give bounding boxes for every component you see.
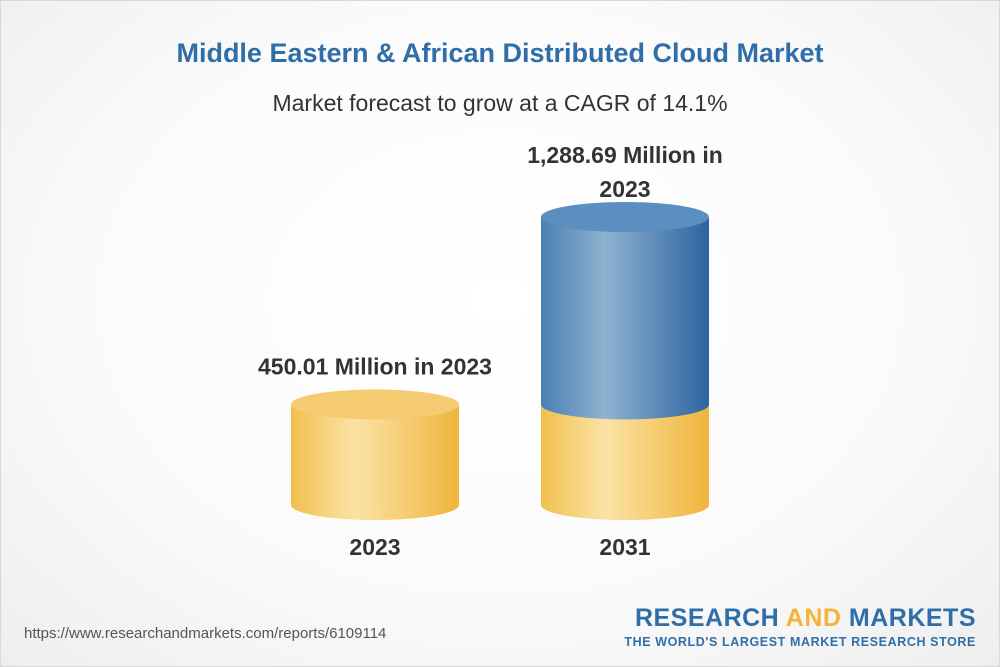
- bar-2031-base: [541, 404, 709, 520]
- logo-part-markets: MARKETS: [841, 604, 976, 632]
- logo-wordmark: RESEARCH AND MARKETS: [624, 604, 976, 633]
- category-label-2023: 2023: [349, 534, 400, 560]
- chart-title: Middle Eastern & African Distributed Clo…: [176, 38, 824, 68]
- bars-layer: [291, 201, 709, 520]
- bar-2023-base-body: [291, 404, 459, 520]
- research-and-markets-logo[interactable]: RESEARCH AND MARKETS THE WORLD'S LARGEST…: [624, 604, 976, 649]
- source-url[interactable]: https://www.researchandmarkets.com/repor…: [24, 625, 387, 642]
- labels-layer: 2023 450.01 Million in 2023 2031 1,288.69 M…: [258, 142, 723, 560]
- bar-2023-base: [291, 389, 459, 520]
- value-label-2031-line1: 1,288.69 Million in: [527, 142, 723, 168]
- bar-2031-growth: [541, 201, 709, 420]
- category-label-2031: 2031: [599, 534, 650, 560]
- bar-2031-growth-body: [541, 216, 709, 420]
- logo-part-and: AND: [785, 604, 842, 632]
- value-label-2031-line2: 2023: [599, 176, 650, 202]
- bar-2023-base-top: [291, 389, 459, 420]
- bar-2031-growth-top: [541, 201, 709, 232]
- logo-tagline: THE WORLD'S LARGEST MARKET RESEARCH STOR…: [624, 635, 976, 649]
- chart-subtitle: Market forecast to grow at a CAGR of 14.…: [272, 90, 728, 116]
- logo-part-research: RESEARCH: [634, 604, 786, 632]
- bar-2031-base-body: [541, 404, 709, 520]
- value-label-2023: 450.01 Million in 2023: [258, 353, 492, 379]
